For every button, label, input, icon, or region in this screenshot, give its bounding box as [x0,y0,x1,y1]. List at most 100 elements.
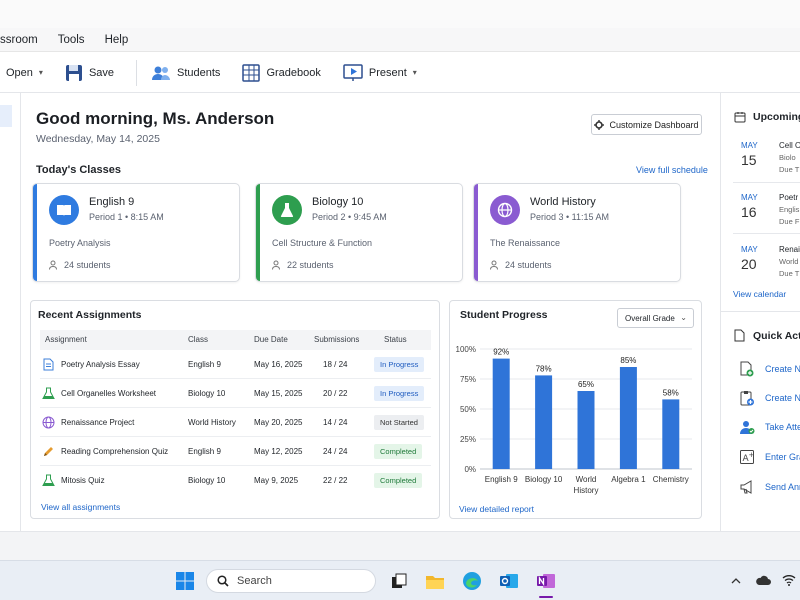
outlook-icon[interactable] [499,571,519,591]
assignment-class: English 9 [188,447,221,456]
student-count: 22 students [287,260,334,270]
bar [492,358,510,469]
divider [721,311,800,312]
recent-assignments-title: Recent Assignments [38,309,142,321]
assignment-submissions: 22 / 22 [323,476,348,485]
y-tick-label: 75% [460,375,476,384]
data-label: 85% [620,356,636,365]
assignment-name: Poetry Analysis Essay [61,360,140,369]
assignment-name: Renaissance Project [61,418,135,427]
active-app-indicator [539,596,553,598]
attendance-icon [740,421,755,434]
save-button[interactable]: Save [65,64,114,82]
class-name: Biology 10 [312,196,364,208]
table-row[interactable]: Cell Organelles Worksheet Biology 10 May… [40,379,431,408]
recent-assignments-panel: Recent Assignments Assignment Class Due … [30,300,440,519]
quick-action-label: Create N [765,364,800,374]
file-explorer-icon[interactable] [425,571,445,591]
quick-action-create-quiz[interactable]: Create N [739,390,800,406]
data-label: 92% [493,348,509,357]
customize-dashboard-button[interactable]: Customize Dashboard [591,114,702,135]
assignment-due: May 12, 2025 [254,447,303,456]
assignment-due: May 9, 2025 [254,476,299,485]
x-tick-label: World [576,475,597,484]
assignment-submissions: 24 / 24 [323,447,348,456]
grade-type-select[interactable]: Overall Grade ⌄ [617,308,694,328]
assignment-class: World History [188,418,236,427]
view-full-schedule-link[interactable]: View full schedule [636,165,708,175]
document-icon [43,358,54,371]
upcoming-due: Due T [779,269,800,278]
title-bar [0,0,800,28]
onenote-icon[interactable] [536,571,556,591]
class-card-history[interactable]: World History Period 3 • 11:15 AM The Re… [473,183,681,282]
class-period: Period 3 • 11:15 AM [530,212,610,222]
y-tick-label: 100% [456,345,476,354]
selected-nav-item[interactable] [0,105,12,127]
document-icon [734,329,745,342]
globe-icon [490,195,520,225]
gradebook-button[interactable]: Gradebook [242,63,321,82]
class-color-bar [256,184,260,281]
chevron-down-icon: ⌄ [680,313,687,322]
x-tick-label: English 9 [485,475,518,484]
view-calendar-link[interactable]: View calendar [733,289,787,299]
x-tick-label: Biology 10 [525,475,563,484]
assignment-class: Biology 10 [188,476,226,485]
col-status: Status [384,335,407,344]
person-icon [49,260,57,270]
students-icon [152,66,171,80]
upcoming-item[interactable]: MAY 15 Cell O Biolo Due T [733,141,800,191]
taskbar: Search [0,560,800,600]
pencil-icon [44,447,53,456]
bar [662,399,680,469]
view-all-assignments-link[interactable]: View all assignments [41,502,121,512]
menu-tools[interactable]: Tools [57,33,85,46]
table-row[interactable]: Poetry Analysis Essay English 9 May 16, … [40,350,431,379]
students-button[interactable]: Students [151,65,220,81]
data-label: 65% [578,380,594,389]
search-icon [217,575,229,587]
y-tick-label: 0% [464,465,476,474]
person-icon [272,260,280,270]
upcoming-item[interactable]: MAY 16 Poetr Englis Due F [733,193,800,243]
task-view-icon[interactable] [389,571,409,591]
windows-start-icon[interactable] [175,571,195,591]
grade-icon: A + [740,450,755,464]
present-button[interactable]: Present ▾ [343,63,417,82]
upcoming-day: 15 [741,152,757,168]
taskbar-search[interactable]: Search [206,569,376,593]
wifi-icon[interactable] [782,574,796,586]
class-card-english[interactable]: English 9 Period 1 • 8:15 AM Poetry Anal… [32,183,240,282]
quick-action-enter-grades[interactable]: A+ Enter Gra [739,449,800,465]
flask-icon [272,195,302,225]
assignment-submissions: 14 / 24 [323,418,348,427]
class-card-biology[interactable]: Biology 10 Period 2 • 9:45 AM Cell Struc… [255,183,463,282]
menu-help[interactable]: Help [104,33,129,46]
open-button[interactable]: Open ▾ [6,67,43,79]
assignment-class: Biology 10 [188,389,226,398]
classroom-app-window: ssroom Tools Help Open ▾ Save Students G… [0,0,800,560]
assignment-submissions: 18 / 24 [323,360,348,369]
menu-classroom[interactable]: ssroom [0,33,38,46]
clipboard-icon [740,391,754,406]
quick-actions-title: Quick Acti [753,330,800,342]
upcoming-due: Due T [779,165,800,174]
upcoming-item[interactable]: MAY 20 Renai World Due T [733,245,800,295]
edge-browser-icon[interactable] [462,571,482,591]
chevron-up-icon[interactable] [731,576,741,586]
quick-action-create-assignment[interactable]: Create N [739,361,800,377]
view-detailed-report-link[interactable]: View detailed report [459,504,534,514]
table-row[interactable]: Mitosis Quiz Biology 10 May 9, 2025 22 /… [40,466,431,495]
cloud-icon[interactable] [755,574,771,586]
quick-action-take-attendance[interactable]: Take Atte [739,419,800,435]
table-row[interactable]: Reading Comprehension Quiz English 9 May… [40,437,431,466]
present-label: Present [368,66,407,79]
upcoming-month: MAY [741,193,758,202]
quick-action-label: Create N [765,393,800,403]
gear-icon [594,119,605,130]
quick-action-label: Send Ann [765,482,800,492]
assignment-due: May 20, 2025 [254,418,303,427]
table-row[interactable]: Renaissance Project World History May 20… [40,408,431,437]
quick-action-send-announcement[interactable]: Send Ann [739,479,800,495]
